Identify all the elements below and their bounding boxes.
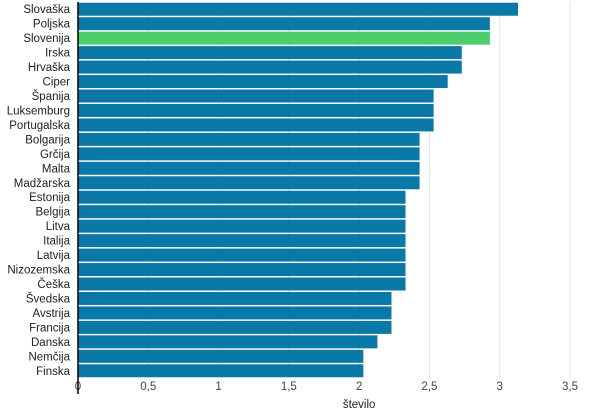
bar-18[interactable]: [78, 263, 406, 277]
bar-21[interactable]: [78, 306, 392, 320]
bar-16[interactable]: [78, 234, 406, 248]
x-tick-label: 2: [356, 381, 362, 393]
x-tick-label: 0,5: [140, 381, 156, 393]
bar-15[interactable]: [78, 219, 406, 233]
category-label: Poljska: [33, 19, 71, 31]
category-labels: Slovaška Poljska Slovenija Irska Hrvaška Cipe…: [7, 4, 71, 378]
category-label: Švedska: [26, 292, 71, 305]
category-label: Irska: [45, 48, 71, 60]
x-tick-labels: 00,511,522,533,5: [75, 381, 578, 393]
category-label: Danska: [31, 337, 71, 349]
x-tick-label: 1: [215, 381, 221, 393]
category-label: Hrvaška: [28, 62, 71, 74]
bar-6[interactable]: [78, 89, 434, 103]
bar-0[interactable]: [78, 2, 518, 16]
category-label: Nemčija: [28, 351, 70, 363]
bar-5[interactable]: [78, 75, 448, 89]
bar-25[interactable]: [78, 364, 364, 378]
category-label: Ciper: [43, 77, 71, 89]
bar-20[interactable]: [78, 291, 392, 305]
bar-12[interactable]: [78, 176, 420, 190]
category-label: Avstrija: [33, 308, 71, 320]
category-label: Španija: [32, 90, 71, 103]
x-tick-label: 3: [497, 381, 503, 393]
x-tick-label: 3,5: [562, 381, 578, 393]
category-label: Češka: [37, 278, 70, 291]
category-label: Italija: [43, 236, 70, 248]
category-label: Litva: [46, 221, 71, 233]
bar-14[interactable]: [78, 205, 406, 219]
category-label: Luksemburg: [7, 105, 70, 117]
bar-7[interactable]: [78, 103, 434, 117]
x-axis-title: število: [343, 399, 376, 411]
bar-24[interactable]: [78, 349, 364, 363]
bar-10[interactable]: [78, 147, 420, 161]
category-label: Francija: [29, 322, 71, 334]
bar-17[interactable]: [78, 248, 406, 262]
category-label: Latvija: [37, 250, 71, 262]
bar-13[interactable]: [78, 190, 406, 204]
bar-3[interactable]: [78, 46, 462, 60]
bar-22[interactable]: [78, 320, 392, 334]
bar-11[interactable]: [78, 161, 420, 175]
category-label: Bolgarija: [25, 134, 70, 146]
bar-2[interactable]: [78, 31, 490, 45]
x-tick-label: 1,5: [281, 381, 297, 393]
category-label: Madžarska: [14, 178, 71, 190]
category-label: Slovaška: [23, 4, 70, 16]
category-label: Finska: [36, 366, 70, 378]
bar-9[interactable]: [78, 132, 420, 146]
category-label: Nizozemska: [7, 265, 70, 277]
bars: [78, 2, 518, 378]
bar-4[interactable]: [78, 60, 462, 74]
category-label: Malta: [42, 163, 71, 175]
category-label: Grčija: [40, 149, 71, 161]
x-tick-label: 2,5: [421, 381, 437, 393]
bar-19[interactable]: [78, 277, 406, 291]
category-label: Belgija: [35, 207, 70, 219]
bar-23[interactable]: [78, 335, 378, 349]
category-label: Estonija: [29, 192, 71, 204]
bar-1[interactable]: [78, 17, 490, 31]
bar-8[interactable]: [78, 118, 434, 132]
category-label: Slovenija: [23, 33, 70, 45]
category-label: Portugalska: [9, 120, 70, 132]
